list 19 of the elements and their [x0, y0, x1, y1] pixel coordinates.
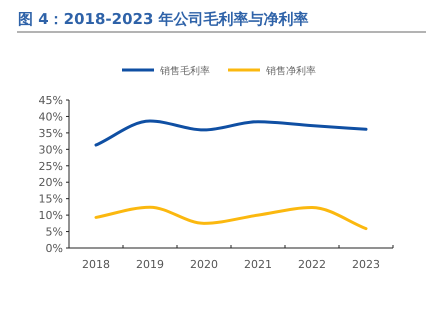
y-tick-label: 15% [38, 192, 63, 206]
x-tick-label: 2019 [136, 258, 164, 271]
y-tick-label: 25% [38, 160, 63, 173]
x-tick-label: 2020 [190, 258, 218, 271]
legend-label: 销售毛利率 [159, 65, 210, 77]
y-tick-label: 10% [38, 209, 63, 222]
x-tick-label: 2023 [352, 258, 380, 271]
x-tick-label: 2018 [82, 258, 110, 271]
x-tick-label: 2022 [298, 258, 326, 271]
y-tick-label: 5% [46, 226, 63, 239]
legend-label: 销售净利率 [265, 65, 316, 77]
y-tick-label: 30% [38, 143, 63, 156]
y-tick-label: 45% [38, 94, 63, 107]
y-tick-label: 35% [38, 126, 63, 140]
x-tick-label: 2021 [244, 258, 272, 271]
y-tick-label: 20% [38, 176, 63, 190]
y-tick-label: 0% [46, 242, 63, 255]
y-tick-label: 40% [38, 110, 63, 124]
chart-title: 图 4：2018-2023 年公司毛利率与净利率 [18, 10, 309, 28]
